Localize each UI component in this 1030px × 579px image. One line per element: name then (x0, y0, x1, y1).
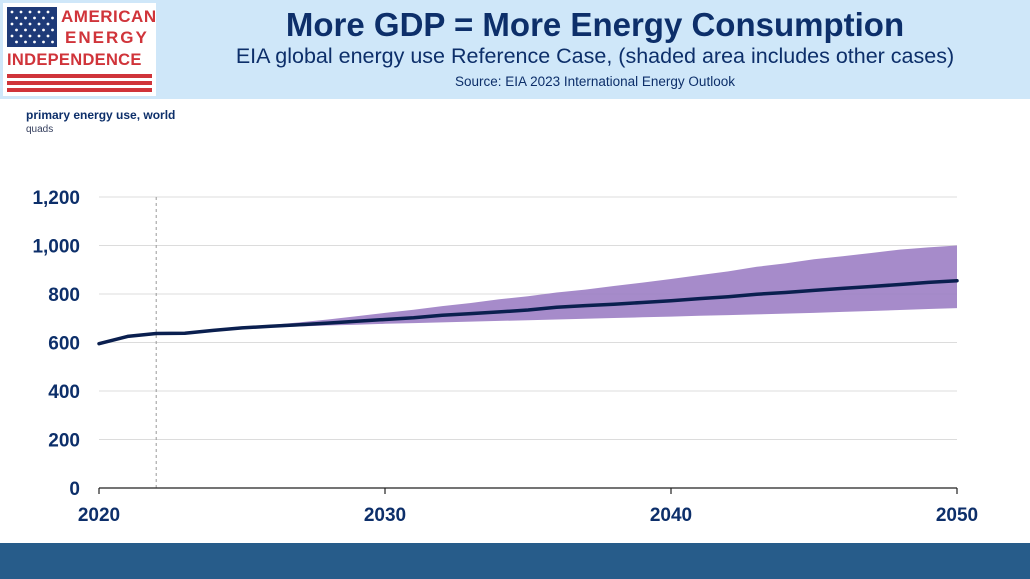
source-note: Source: EIA 2023 International Energy Ou… (455, 74, 735, 89)
series-line-layer (97, 278, 959, 346)
page-subtitle: EIA global energy use Reference Case, (s… (235, 44, 955, 68)
logo-text-line2: ENERGY (65, 28, 149, 47)
y-axis-unit: quads (26, 124, 54, 135)
x-tick-label-2040: 2040 (650, 505, 692, 526)
logo-stripes-icon (7, 74, 152, 92)
us-flag-icon (7, 7, 57, 47)
x-tick-label-2030: 2030 (364, 505, 406, 526)
logo-text-line3: INDEPENDENCE (7, 51, 142, 69)
axis-layer (98, 487, 958, 494)
page-title: More GDP = More Energy Consumption (285, 6, 905, 43)
y-tick-label-800: 800 (48, 285, 80, 306)
y-tick-label-200: 200 (48, 431, 80, 452)
x-tick-label-2050: 2050 (936, 505, 978, 526)
logo-text-line1: AMERICAN (61, 7, 157, 26)
american-energy-independence-logo: AMERICAN ENERGY INDEPENDENCE (3, 3, 156, 96)
x-tick-label-2020: 2020 (78, 505, 120, 526)
scenario-range-band (99, 245, 957, 344)
y-tick-label-1000: 1,000 (32, 237, 80, 258)
tick-label-layer: 2020 2030 2040 2050 0 200 400 600 800 1,000 1,200 (32, 188, 978, 526)
y-tick-label-600: 600 (48, 334, 80, 355)
header-banner: AMERICAN ENERGY INDEPENDENCE More GDP = … (0, 0, 1030, 99)
footer-bar (0, 543, 1030, 579)
y-tick-label-0: 0 (69, 479, 80, 500)
y-axis-title: primary energy use, world (26, 108, 176, 122)
energy-use-chart: 2020 2030 2040 2050 0 200 400 600 800 1,000 1,200 (32, 188, 978, 526)
y-tick-label-400: 400 (48, 382, 80, 403)
series-line-reference-case (97, 278, 959, 346)
scenario-band-layer (99, 245, 957, 344)
y-tick-label-1200: 1,200 (32, 188, 80, 209)
